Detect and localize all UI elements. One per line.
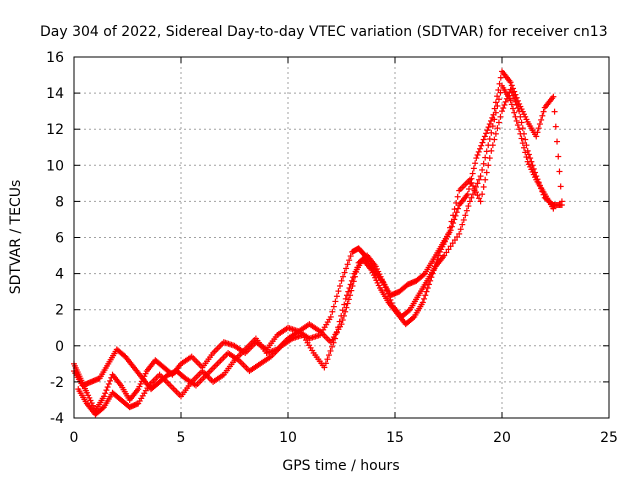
y-tick-label: 8 xyxy=(55,194,64,210)
x-tick-label: 5 xyxy=(177,430,186,446)
y-axis-label: SDTVAR / TECUs xyxy=(8,180,24,295)
x-tick-label: 15 xyxy=(386,430,404,446)
x-tick-label: 10 xyxy=(279,430,297,446)
y-tick-label: 14 xyxy=(46,86,64,102)
x-tick-label: 25 xyxy=(600,430,618,446)
x-tick-label: 0 xyxy=(70,430,79,446)
y-tick-label: 16 xyxy=(46,50,64,66)
y-tick-label: -2 xyxy=(50,375,64,391)
y-tick-label: -4 xyxy=(50,411,64,427)
y-tick-label: 10 xyxy=(46,158,64,174)
x-tick-label: 20 xyxy=(493,430,511,446)
y-tick-label: 2 xyxy=(55,303,64,319)
chart-title: Day 304 of 2022, Sidereal Day-to-day VTE… xyxy=(40,24,608,40)
axis-ticks: 0 5 10 15 20 25 -4 -2 0 2 4 6 8 10 12 14 16 xyxy=(46,50,618,446)
x-axis-label: GPS time / hours xyxy=(282,458,399,474)
y-tick-label: 6 xyxy=(55,231,64,247)
y-tick-label: 0 xyxy=(55,339,64,355)
y-tick-label: 12 xyxy=(46,122,64,138)
y-tick-label: 4 xyxy=(55,267,64,283)
data-points xyxy=(71,68,565,418)
